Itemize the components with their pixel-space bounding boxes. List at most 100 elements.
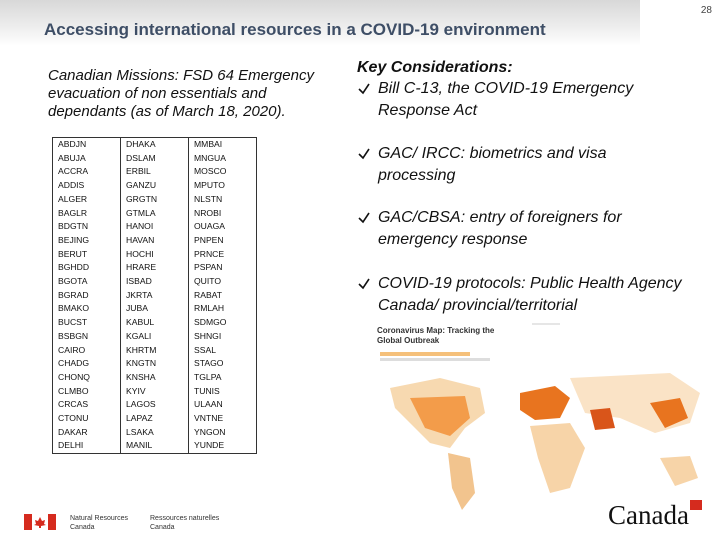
table-cell: CLMBO xyxy=(52,384,121,399)
heading: Key Considerations: xyxy=(357,59,513,76)
table-cell: SSAL xyxy=(188,343,257,358)
table-row: CHADG KNGTN STAGO xyxy=(52,357,257,371)
table-cell: JKRTA xyxy=(120,288,189,303)
table-row: ABUJA DSLAM MNGUA xyxy=(52,151,257,166)
table-cell: BMAKO xyxy=(52,302,121,317)
table-cell: ADDIS xyxy=(52,179,121,193)
bullet-text: GAC/CBSA: entry of foreigners for emerge… xyxy=(378,209,622,248)
canada-flag xyxy=(24,514,56,530)
table-cell: BERUT xyxy=(52,247,121,262)
table-row: CTONU LAPAZ VNTNE xyxy=(52,412,257,426)
bullet: GAC/CBSA: entry of foreigners for emerge… xyxy=(358,207,688,251)
header-bar xyxy=(0,0,640,46)
table-row: CAIRO KHRTM SSAL xyxy=(52,343,257,358)
table-cell: ISBAD xyxy=(120,275,189,289)
table-cell: ABUJA xyxy=(52,151,121,166)
table-cell: KNSHA xyxy=(120,370,189,385)
table-cell: JUBA xyxy=(120,302,189,317)
table-cell: LAGOS xyxy=(120,398,189,413)
table-cell: BSBGN xyxy=(52,329,121,344)
table-cell: BGOTA xyxy=(52,275,121,289)
text: Natural Resources xyxy=(70,515,128,522)
text: Canada xyxy=(70,524,95,531)
table-cell: BAGLR xyxy=(52,206,121,221)
table-cell: DAKAR xyxy=(52,425,121,440)
table-cell: BGRAD xyxy=(52,288,121,303)
map-title: Coronavirus Map: Tracking the Global Out… xyxy=(377,326,495,345)
table-row: ABDJN DHAKA MMBAI xyxy=(52,137,257,152)
table-row: DELHI MANIL YUNDE xyxy=(52,439,257,454)
table-cell: TGLPA xyxy=(188,370,257,385)
table-cell: DELHI xyxy=(52,439,121,454)
table-cell: KABUL xyxy=(120,316,189,330)
check-icon xyxy=(358,83,370,95)
table-row: CRCAS LAGOS ULAAN xyxy=(52,398,257,413)
page-number: 28 xyxy=(700,5,712,16)
table-cell: STAGO xyxy=(188,357,257,371)
table-row: BGRAD JKRTA RABAT xyxy=(52,288,257,303)
table-cell: YNGON xyxy=(188,425,257,440)
table-cell: KNGTN xyxy=(120,357,189,371)
slide-title: Accessing international resources in a C… xyxy=(44,20,546,39)
table-row: BEJING HAVAN PNPEN xyxy=(52,233,257,248)
table-cell: GANZU xyxy=(120,179,189,193)
table-cell: LAPAZ xyxy=(120,412,189,426)
table-row: BMAKO JUBA RMLAH xyxy=(52,302,257,317)
table-row: DAKAR LSAKA YNGON xyxy=(52,425,257,440)
table-cell: TUNIS xyxy=(188,384,257,399)
subtitle: Canadian Missions: FSD 64 Emergency evac… xyxy=(48,67,314,120)
table-cell: ERBIL xyxy=(120,165,189,180)
table-cell: HOCHI xyxy=(120,247,189,262)
table-cell: BEJING xyxy=(52,233,121,248)
table-cell: PNPEN xyxy=(188,233,257,248)
bullet-text: GAC/ IRCC: biometrics and visa processin… xyxy=(378,145,607,184)
text: Ressources naturelles xyxy=(150,515,220,522)
table-cell: MNGUA xyxy=(188,151,257,166)
table-cell: LSAKA xyxy=(120,425,189,440)
bullet: GAC/ IRCC: biometrics and visa processin… xyxy=(358,143,688,187)
table-cell: QUITO xyxy=(188,275,257,289)
table-cell: KGALI xyxy=(120,329,189,344)
table-row: ALGER GRGTN NLSTN xyxy=(52,192,257,207)
table-cell: SDMGO xyxy=(188,316,257,330)
table-cell: GRGTN xyxy=(120,192,189,207)
outbreak-map xyxy=(370,318,715,512)
table-cell: YUNDE xyxy=(188,439,257,454)
table-cell: HRARE xyxy=(120,261,189,276)
table-row: BGOTA ISBAD QUITO xyxy=(52,275,257,289)
table-cell: MANIL xyxy=(120,439,189,454)
department-fr: Ressources naturelles Canada xyxy=(150,514,219,532)
table-cell: DHAKA xyxy=(120,137,189,152)
table-row: BSBGN KGALI SHNGI xyxy=(52,329,257,344)
table-cell: KYIV xyxy=(120,384,189,399)
table-cell: SHNGI xyxy=(188,329,257,344)
table-cell: CHONQ xyxy=(52,370,121,385)
table-cell: CHADG xyxy=(52,357,121,371)
table-row: BAGLR GTMLA NROBI xyxy=(52,206,257,221)
table-cell: RABAT xyxy=(188,288,257,303)
table-cell: RMLAH xyxy=(188,302,257,317)
table-cell: MPUTO xyxy=(188,179,257,193)
table-cell: BGHDD xyxy=(52,261,121,276)
missions-table: ABDJN DHAKA MMBAI ABUJA DSLAM MNGUA ACCRA ERBIL… xyxy=(52,137,257,455)
bullet-text: COVID-19 protocols: Public Health Agency… xyxy=(378,275,682,314)
table-cell: CAIRO xyxy=(52,343,121,358)
table-cell: ULAAN xyxy=(188,398,257,413)
check-icon xyxy=(358,212,370,224)
table-cell: CTONU xyxy=(52,412,121,426)
check-icon xyxy=(358,278,370,290)
table-cell: ACCRA xyxy=(52,165,121,180)
check-icon xyxy=(358,148,370,160)
table-row: CLMBO KYIV TUNIS xyxy=(52,384,257,399)
table-row: CHONQ KNSHA TGLPA xyxy=(52,370,257,385)
bullet: Bill C-13, the COVID-19 Emergency Respon… xyxy=(358,78,688,122)
table-row: BERUT HOCHI PRNCE xyxy=(52,247,257,262)
table-cell: OUAGA xyxy=(188,220,257,234)
table-cell: VNTNE xyxy=(188,412,257,426)
table-row: ACCRA ERBIL MOSCO xyxy=(52,165,257,180)
table-cell: BDGTN xyxy=(52,220,121,234)
table-cell: MOSCO xyxy=(188,165,257,180)
table-row: BDGTN HANOI OUAGA xyxy=(52,220,257,234)
wordmark-flag xyxy=(690,500,702,510)
bullet-text: Bill C-13, the COVID-19 Emergency Respon… xyxy=(378,80,634,119)
